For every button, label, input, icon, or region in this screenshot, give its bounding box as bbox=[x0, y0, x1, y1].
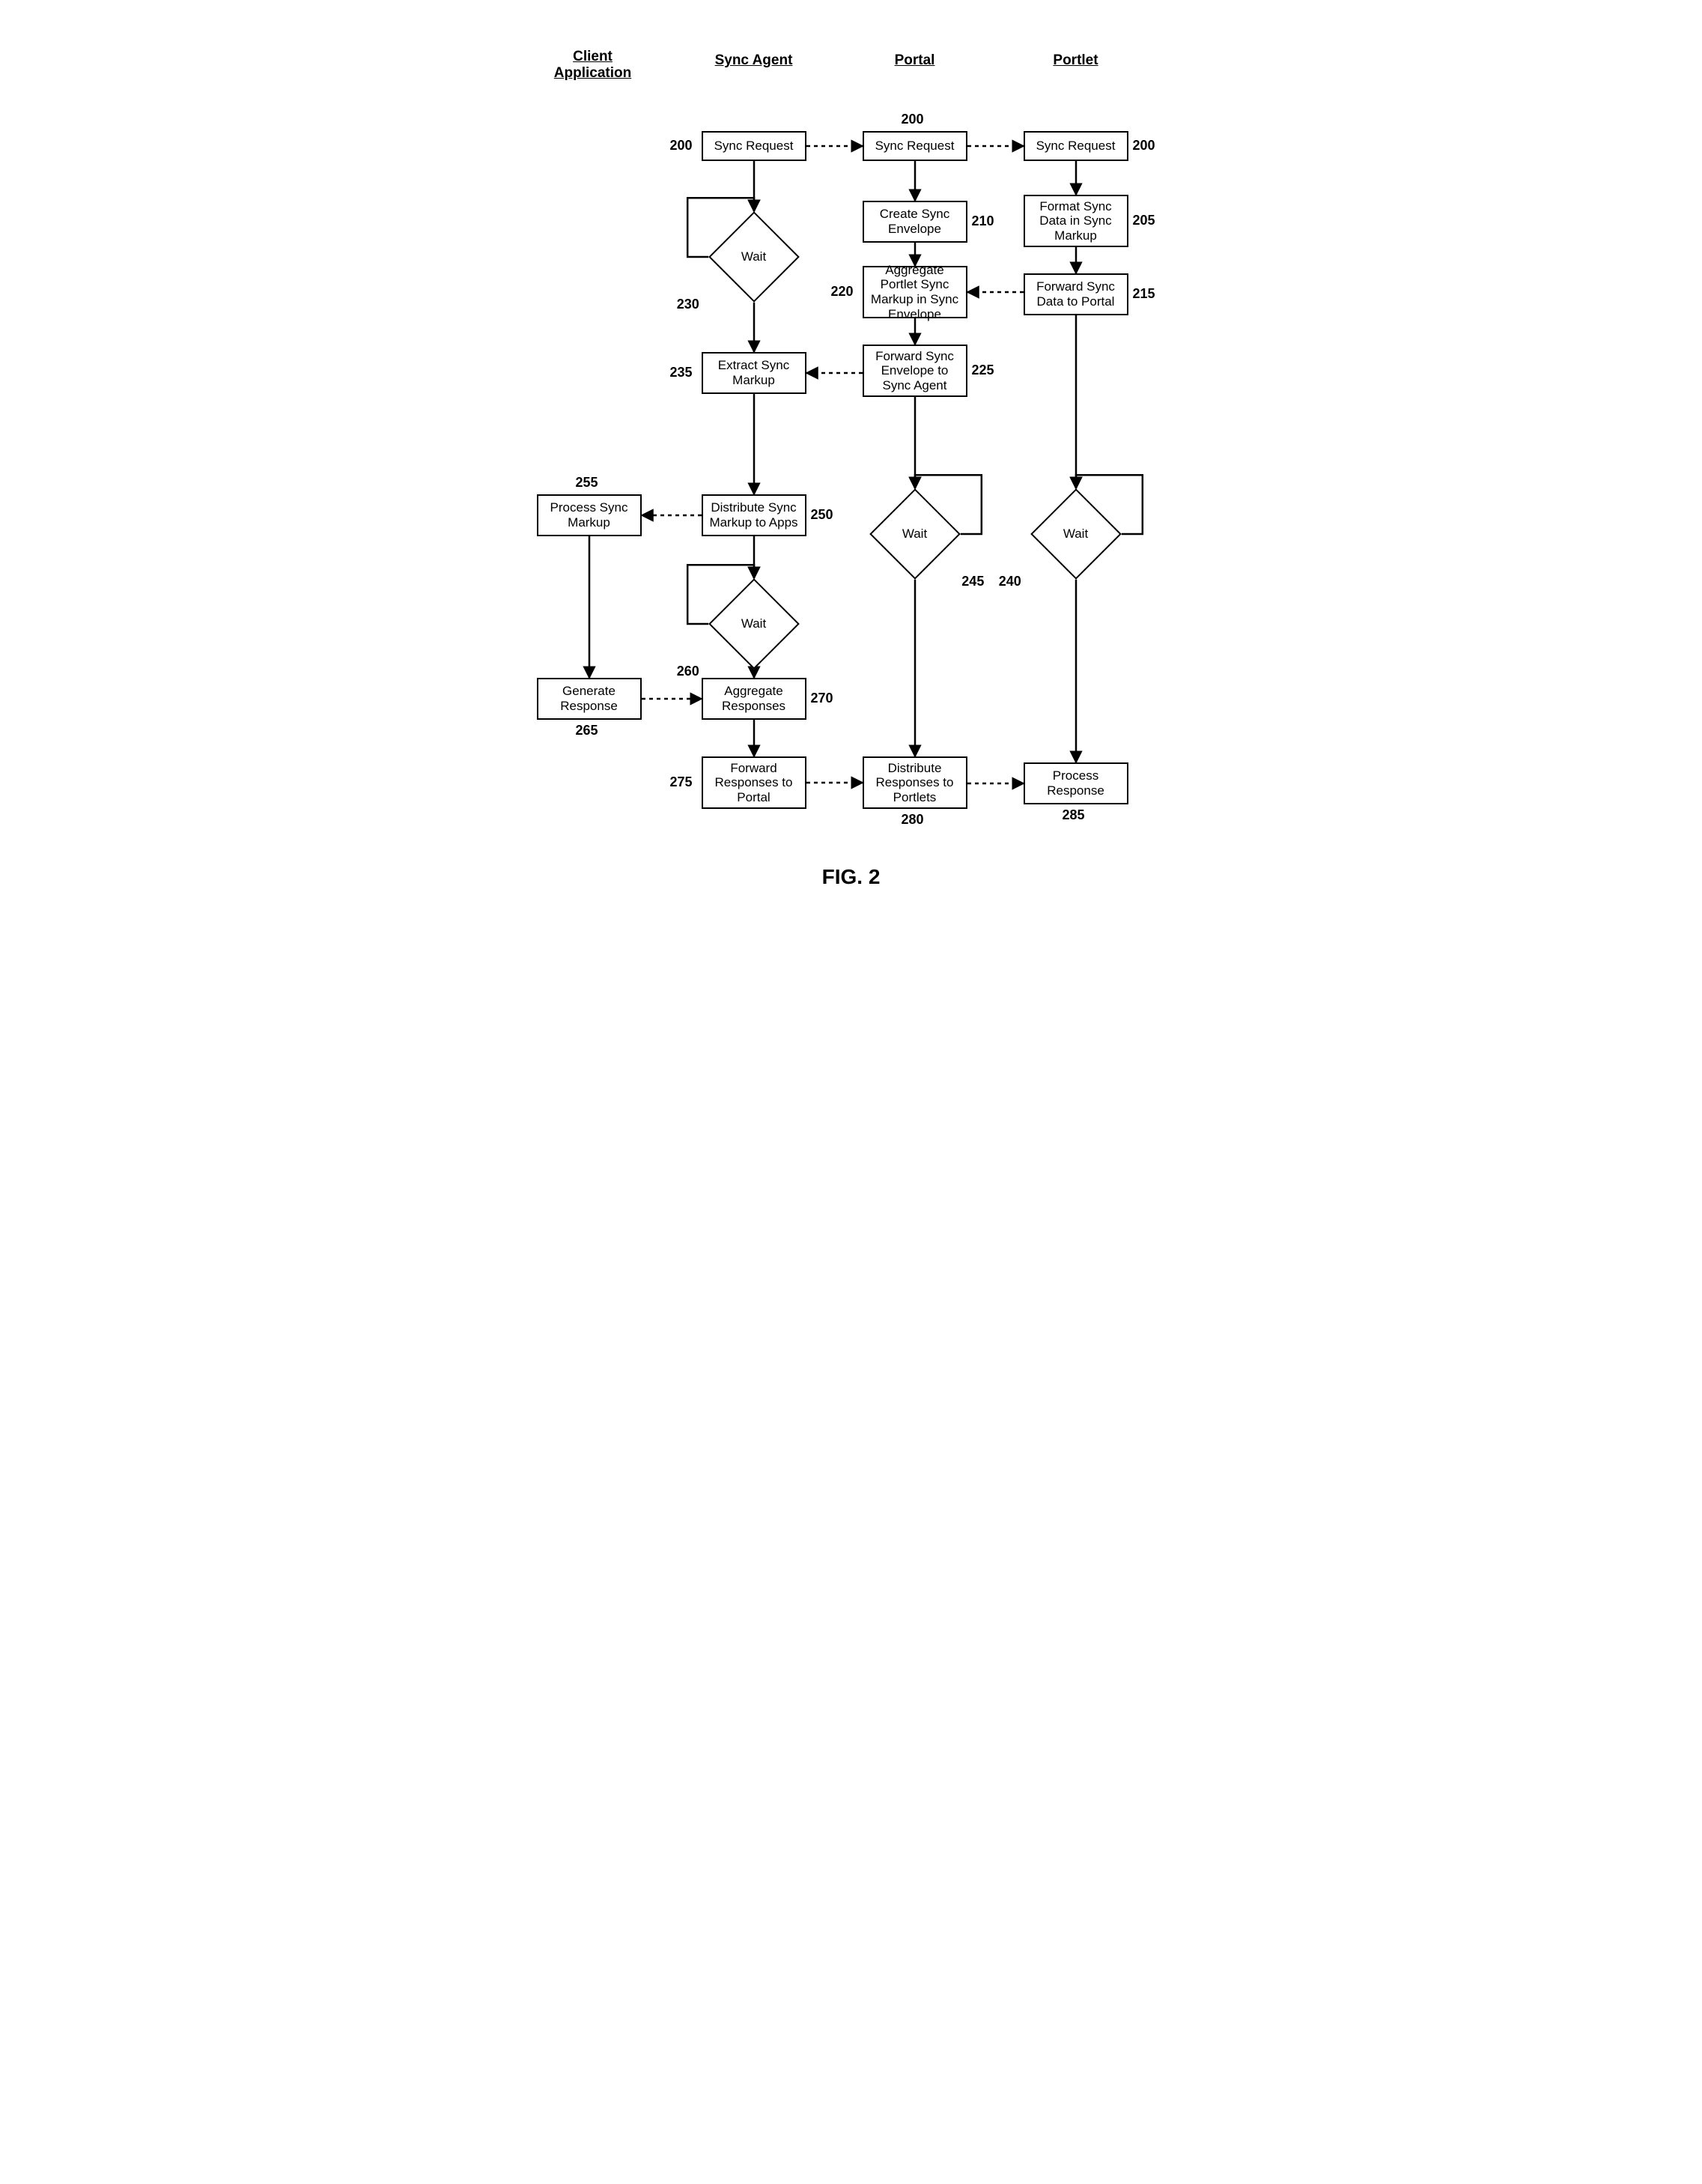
ref-num-250-sa_dist: 250 bbox=[811, 507, 833, 523]
ref-num-255-cl_proc: 255 bbox=[576, 475, 598, 491]
ref-num-260-sa_wait2: 260 bbox=[677, 664, 699, 679]
node-po_sync: Sync Request bbox=[863, 131, 967, 161]
flowchart-canvas: Client Application Sync Agent Portal Por… bbox=[492, 0, 1211, 921]
ref-num-230-sa_wait1: 230 bbox=[677, 297, 699, 312]
node-label-pl_wait: Wait bbox=[1044, 502, 1108, 566]
node-pl_wait: Wait bbox=[1044, 502, 1108, 566]
ref-num-280-po_dist: 280 bbox=[902, 812, 924, 828]
ref-num-215-pl_fwd: 215 bbox=[1133, 286, 1155, 302]
node-pl_proc: Process Response bbox=[1024, 762, 1128, 804]
node-po_fwd: Forward Sync Envelope to Sync Agent bbox=[863, 345, 967, 397]
ref-num-205-pl_format: 205 bbox=[1133, 213, 1155, 228]
node-label-po_wait: Wait bbox=[883, 502, 947, 566]
node-sa_wait2: Wait bbox=[722, 592, 786, 656]
ref-num-235-sa_extract: 235 bbox=[670, 365, 693, 380]
node-sa_fwd: Forward Responses to Portal bbox=[702, 756, 806, 809]
ref-num-210-po_create: 210 bbox=[972, 213, 994, 229]
node-cl_proc: Process Sync Markup bbox=[537, 494, 642, 536]
ref-num-285-pl_proc: 285 bbox=[1063, 807, 1085, 823]
node-label-sa_wait1: Wait bbox=[722, 225, 786, 289]
node-sa_dist: Distribute Sync Markup to Apps bbox=[702, 494, 806, 536]
ref-num-270-sa_agg: 270 bbox=[811, 691, 833, 706]
node-sa_sync: Sync Request bbox=[702, 131, 806, 161]
col-head-client: Client Application bbox=[533, 49, 653, 82]
col-head-portal: Portal bbox=[855, 52, 975, 69]
ref-num-220-po_agg: 220 bbox=[831, 284, 854, 300]
node-po_agg: Aggregate Portlet Sync Markup in Sync En… bbox=[863, 266, 967, 318]
node-po_create: Create Sync Envelope bbox=[863, 201, 967, 243]
node-po_wait: Wait bbox=[883, 502, 947, 566]
ref-num-200-po_sync: 200 bbox=[902, 112, 924, 127]
node-cl_gen: Generate Response bbox=[537, 678, 642, 720]
node-pl_format: Format Sync Data in Sync Markup bbox=[1024, 195, 1128, 247]
ref-num-200-pl_sync: 200 bbox=[1133, 138, 1155, 154]
col-head-portlet: Portlet bbox=[1016, 52, 1136, 69]
node-sa_wait1: Wait bbox=[722, 225, 786, 289]
ref-num-265-cl_gen: 265 bbox=[576, 723, 598, 738]
ref-num-240-pl_wait: 240 bbox=[999, 574, 1021, 589]
ref-num-245-po_wait: 245 bbox=[961, 574, 984, 589]
node-pl_sync: Sync Request bbox=[1024, 131, 1128, 161]
ref-num-275-sa_fwd: 275 bbox=[670, 774, 693, 790]
node-label-sa_wait2: Wait bbox=[722, 592, 786, 656]
col-head-sync-agent: Sync Agent bbox=[694, 52, 814, 69]
ref-num-225-po_fwd: 225 bbox=[972, 363, 994, 378]
ref-num-200-sa_sync: 200 bbox=[670, 138, 693, 154]
node-sa_extract: Extract Sync Markup bbox=[702, 352, 806, 394]
node-po_dist: Distribute Responses to Portlets bbox=[863, 756, 967, 809]
node-pl_fwd: Forward Sync Data to Portal bbox=[1024, 273, 1128, 315]
figure-label: FIG. 2 bbox=[776, 865, 926, 889]
node-sa_agg: Aggregate Responses bbox=[702, 678, 806, 720]
